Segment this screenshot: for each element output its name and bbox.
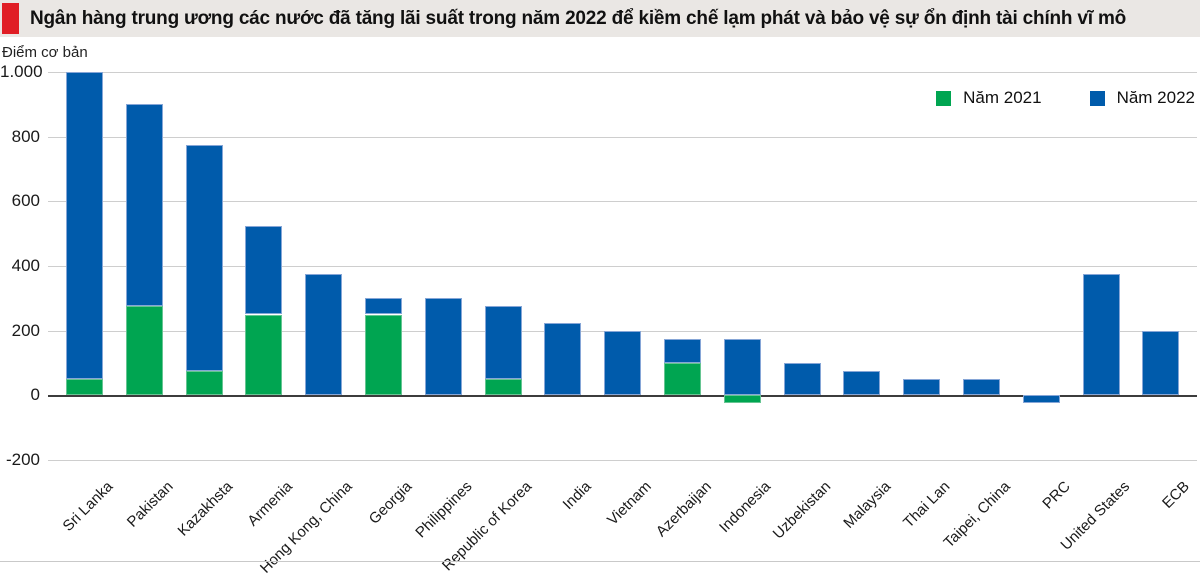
- bar-segment-2022-thai-lan: [903, 379, 941, 396]
- x-axis-label: Azerbaijan: [652, 478, 715, 541]
- y-axis-title: Điểm cơ bản: [2, 44, 88, 61]
- bar-segment-2022-ecb: [1142, 330, 1180, 396]
- x-axis-label: Uzbekistan: [769, 478, 835, 543]
- x-axis-label: ECB: [1159, 478, 1193, 512]
- bar-segment-2021-indonesia: [723, 395, 761, 404]
- bar-segment-2022-kazakhsta: [185, 144, 223, 372]
- bar-segment-2021-republic-of-korea: [484, 379, 522, 396]
- bar-segment-2021-georgia: [365, 314, 402, 396]
- x-axis-label: Georgia: [365, 478, 416, 528]
- x-axis-label: PRC: [1038, 478, 1074, 513]
- x-axis-label: Thai Lan: [900, 478, 954, 532]
- legend-swatch-2021: [936, 90, 952, 106]
- x-axis-label: India: [559, 478, 595, 514]
- bar-segment-2022-sri-lanka: [66, 72, 103, 380]
- bar-segment-2021-azerbaijan: [664, 363, 701, 396]
- bar-segment-2021-kazakhsta: [185, 371, 223, 396]
- bar-segment-2022-prc: [1022, 395, 1060, 404]
- x-axis-label: Vietnam: [603, 478, 655, 529]
- bar-segment-2022-pakistan: [125, 104, 163, 307]
- y-tick-label: -200: [5, 450, 40, 469]
- bar-segment-2021-sri-lanka: [66, 379, 103, 396]
- x-axis-label: Philippines: [412, 478, 476, 542]
- gridline: [48, 136, 1197, 138]
- legend-swatch-2022: [1089, 90, 1105, 106]
- x-axis-label: Sri Lanka: [59, 478, 117, 535]
- x-axis-label: Pakistan: [123, 478, 177, 531]
- bar-segment-2021-pakistan: [125, 306, 163, 396]
- bar-segment-2022-vietnam: [604, 330, 642, 396]
- bar-segment-2022-uzbekistan: [783, 363, 821, 396]
- gridline: [48, 460, 1197, 461]
- y-tick-label: 0: [30, 385, 40, 405]
- y-tick-label: 1.000: [0, 62, 43, 81]
- legend-item-2021: Năm 2021: [936, 88, 1042, 108]
- y-tick-label: 400: [11, 256, 40, 275]
- bar-segment-2022-indonesia: [723, 338, 761, 396]
- bar-segment-2022-malaysia: [843, 371, 881, 396]
- bar-segment-2022-armenia: [245, 225, 283, 315]
- bar-segment-2022-georgia: [365, 298, 402, 315]
- x-axis-label: Malaysia: [840, 478, 894, 532]
- bar-segment-2022-india: [544, 322, 582, 396]
- bottom-divider: [0, 561, 1200, 562]
- y-tick-label: 600: [11, 191, 40, 211]
- gridline: [48, 266, 1197, 267]
- x-axis-zero-line: [48, 395, 1197, 398]
- bar-segment-2022-taipei-china: [963, 379, 1000, 396]
- title-bar: Ngân hàng trung ương các nước đã tăng lã…: [0, 0, 1200, 37]
- bar-segment-2022-azerbaijan: [664, 338, 701, 363]
- gridline: [48, 72, 1197, 73]
- bar-segment-2022-hong-kong-china: [305, 274, 343, 396]
- chart-title: Ngân hàng trung ương các nước đã tăng lã…: [30, 8, 1127, 29]
- bar-segment-2022-united-states: [1082, 274, 1120, 396]
- legend-label-2021: Năm 2021: [963, 88, 1042, 107]
- x-axis-label: Indonesia: [716, 478, 775, 537]
- x-axis-label: Armenia: [244, 478, 296, 530]
- legend: Năm 2021 Năm 2022: [936, 88, 1195, 108]
- legend-label-2022: Năm 2022: [1116, 88, 1195, 107]
- y-tick-label: 800: [11, 126, 40, 146]
- bar-segment-2022-philippines: [424, 298, 462, 396]
- y-tick-label: 200: [11, 320, 40, 340]
- legend-item-2022: Năm 2022: [1089, 88, 1195, 108]
- gridline: [48, 201, 1197, 203]
- title-accent-mark: [2, 3, 19, 34]
- bar-segment-2021-armenia: [245, 314, 283, 396]
- x-axis-label: Kazakhsta: [174, 478, 237, 540]
- bar-segment-2022-republic-of-korea: [484, 306, 522, 380]
